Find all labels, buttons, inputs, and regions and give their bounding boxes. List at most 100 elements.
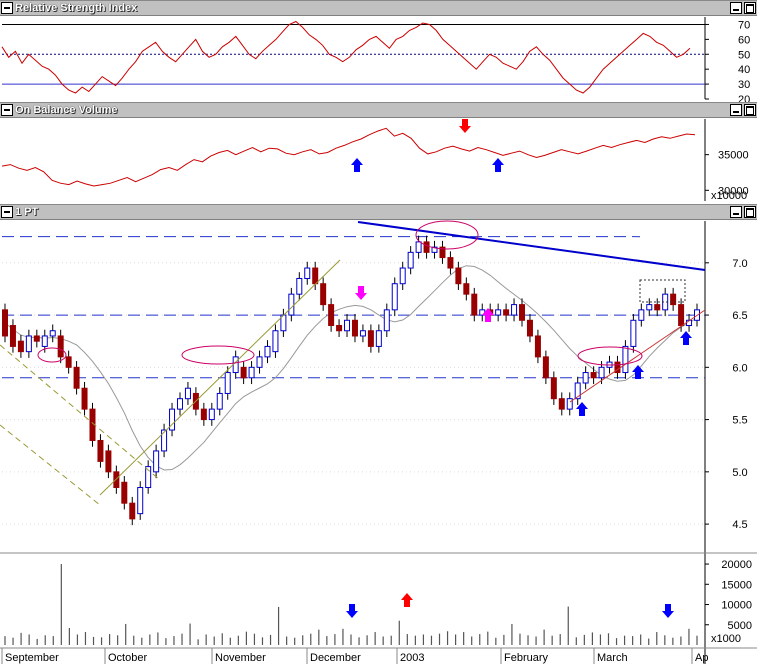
candle-up xyxy=(574,382,581,400)
price-channel-line xyxy=(0,344,161,481)
obv-arrow-up-icon xyxy=(492,158,504,172)
candle-down xyxy=(503,309,510,316)
obv-tick-label: 35000 xyxy=(718,150,749,162)
candle-down xyxy=(678,304,685,327)
price-moving-average-line xyxy=(4,265,698,471)
obv-unit-label: x10000 xyxy=(711,190,747,202)
obv-arrow-down-icon xyxy=(459,119,471,133)
candle-up xyxy=(25,335,32,353)
obv-minimize-button[interactable] xyxy=(730,104,742,116)
rsi-panel-menu-icon[interactable] xyxy=(1,2,13,14)
x-axis-label: November xyxy=(215,652,266,664)
price-trendline-olive xyxy=(99,259,341,496)
obv-maximize-button[interactable] xyxy=(744,104,756,116)
candle-down xyxy=(312,267,319,285)
candle-down xyxy=(542,356,549,379)
obv-panel: On Balance Volume 35000 30000 x10000 xyxy=(0,102,757,204)
candle-up xyxy=(216,392,223,410)
price-arrow-up-icon xyxy=(680,331,692,345)
x-axis-label: Ap xyxy=(695,652,708,664)
x-axis-label: December xyxy=(310,652,361,664)
candle-down xyxy=(57,335,64,358)
candle-up xyxy=(375,330,382,347)
candle-up xyxy=(359,330,366,337)
candle-up xyxy=(304,267,311,279)
candle-up xyxy=(176,398,183,410)
candle-down xyxy=(336,325,343,332)
volume-arrow-down-icon xyxy=(662,604,674,618)
candle-up xyxy=(630,319,637,347)
rsi-panel-title: Relative Strength Index xyxy=(15,2,138,14)
candle-up xyxy=(137,487,144,515)
candle-up xyxy=(495,309,502,316)
candle-up xyxy=(49,330,56,337)
candle-up xyxy=(431,246,438,253)
price-highlight-ellipse xyxy=(577,346,643,366)
candle-up xyxy=(256,356,263,368)
candle-down xyxy=(97,439,104,462)
rsi-titlebar[interactable]: Relative Strength Index xyxy=(0,1,757,16)
price-maximize-button[interactable] xyxy=(744,206,756,218)
price-arrow-up-icon xyxy=(482,308,494,322)
price-arrow-up-icon xyxy=(576,402,588,416)
candle-up xyxy=(638,309,645,321)
rsi-minimize-button[interactable] xyxy=(730,2,742,14)
price-panel-menu-icon[interactable] xyxy=(1,206,13,218)
price-highlight-ellipse xyxy=(415,220,479,250)
candle-up xyxy=(184,387,191,400)
obv-line xyxy=(1,127,696,187)
x-axis-label: March xyxy=(597,652,628,664)
price-trendline-red xyxy=(569,309,706,403)
candle-up xyxy=(622,345,629,374)
candle-down xyxy=(73,366,80,389)
rsi-panel: Relative Strength Index 70 60 50 40 30 20 xyxy=(0,0,757,102)
candle-up xyxy=(208,408,215,421)
rsi-tick-label: 70 xyxy=(738,19,750,31)
candle-down xyxy=(2,309,8,337)
price-arrow-down-icon xyxy=(355,286,367,300)
candle-up xyxy=(399,267,406,285)
price-arrow-up-icon xyxy=(632,365,644,379)
candle-down xyxy=(590,372,597,379)
volume-tick-label: 10000 xyxy=(721,600,752,612)
candle-down xyxy=(328,304,335,327)
candle-down xyxy=(550,377,557,400)
x-axis-label: September xyxy=(5,652,59,664)
price-trendline-blue xyxy=(357,221,706,271)
price-minimize-button[interactable] xyxy=(730,206,742,218)
candle-down xyxy=(200,408,207,421)
candle-down xyxy=(534,335,541,358)
candle-down xyxy=(670,293,677,306)
obv-panel-title: On Balance Volume xyxy=(15,104,118,116)
candle-up xyxy=(566,398,573,410)
rsi-tick-label: 40 xyxy=(738,64,750,76)
candle-up xyxy=(41,335,48,347)
candle-down xyxy=(81,387,88,410)
volume-tick-label: 5000 xyxy=(728,620,752,632)
candle-up xyxy=(224,372,231,394)
candle-up xyxy=(598,366,605,379)
price-chart: 7.0 6.5 6.0 5.5 5.0 4.5 20000 15000 10000 5000x10… xyxy=(0,220,757,664)
rsi-maximize-button[interactable] xyxy=(744,2,756,14)
candle-down xyxy=(614,361,621,374)
volume-tick-label: 15000 xyxy=(721,579,752,591)
price-titlebar[interactable]: 1 PT xyxy=(0,205,757,220)
candle-up xyxy=(272,330,279,353)
candle-down xyxy=(526,319,533,337)
candle-down xyxy=(65,356,72,368)
x-axis-label: February xyxy=(504,652,549,664)
candle-up xyxy=(415,241,422,253)
obv-tick-label: 30000 xyxy=(718,185,749,197)
price-tick-label: 5.0 xyxy=(732,467,747,479)
candle-down xyxy=(121,481,128,504)
candle-down xyxy=(558,398,565,410)
candle-up xyxy=(145,466,152,489)
x-axis-label: October xyxy=(108,652,147,664)
obv-titlebar[interactable]: On Balance Volume xyxy=(0,103,757,118)
price-tick-label: 6.5 xyxy=(732,310,747,322)
candle-down xyxy=(240,366,247,379)
price-target-box xyxy=(639,279,686,303)
obv-panel-menu-icon[interactable] xyxy=(1,104,13,116)
candle-down xyxy=(33,335,40,342)
